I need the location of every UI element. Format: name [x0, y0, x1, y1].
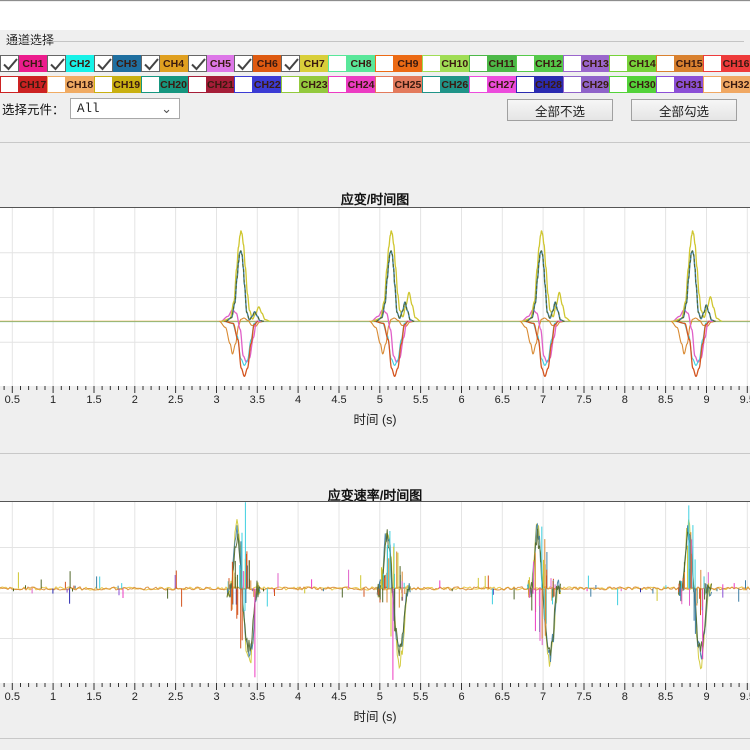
svg-text:5: 5: [377, 691, 383, 703]
svg-text:8: 8: [622, 691, 628, 703]
svg-text:2: 2: [132, 394, 138, 406]
svg-text:6.5: 6.5: [495, 394, 510, 406]
svg-text:6: 6: [458, 394, 464, 406]
svg-text:8.5: 8.5: [658, 691, 673, 703]
svg-text:8: 8: [622, 394, 628, 406]
svg-text:3.5: 3.5: [250, 691, 265, 703]
svg-text:9: 9: [703, 394, 709, 406]
svg-text:3: 3: [213, 691, 219, 703]
svg-text:7.5: 7.5: [576, 394, 591, 406]
svg-text:4: 4: [295, 691, 301, 703]
svg-text:4.5: 4.5: [331, 394, 346, 406]
svg-text:2.5: 2.5: [168, 691, 183, 703]
svg-text:1: 1: [50, 394, 56, 406]
svg-text:7: 7: [540, 394, 546, 406]
svg-text:5: 5: [377, 394, 383, 406]
svg-text:9.5: 9.5: [740, 394, 750, 406]
svg-text:0.5: 0.5: [5, 394, 20, 406]
svg-text:2: 2: [132, 691, 138, 703]
svg-text:1.5: 1.5: [86, 394, 101, 406]
svg-text:5.5: 5.5: [413, 691, 428, 703]
svg-text:8.5: 8.5: [658, 394, 673, 406]
svg-text:4.5: 4.5: [331, 691, 346, 703]
svg-text:7.5: 7.5: [576, 691, 591, 703]
svg-text:5.5: 5.5: [413, 394, 428, 406]
svg-text:6.5: 6.5: [495, 691, 510, 703]
svg-text:7: 7: [540, 691, 546, 703]
svg-text:3: 3: [213, 394, 219, 406]
svg-text:1.5: 1.5: [86, 691, 101, 703]
svg-text:2.5: 2.5: [168, 394, 183, 406]
svg-text:0.5: 0.5: [5, 691, 20, 703]
svg-text:6: 6: [458, 691, 464, 703]
svg-text:3.5: 3.5: [250, 394, 265, 406]
svg-text:4: 4: [295, 394, 301, 406]
svg-text:9.5: 9.5: [740, 691, 750, 703]
svg-text:9: 9: [703, 691, 709, 703]
svg-text:1: 1: [50, 691, 56, 703]
